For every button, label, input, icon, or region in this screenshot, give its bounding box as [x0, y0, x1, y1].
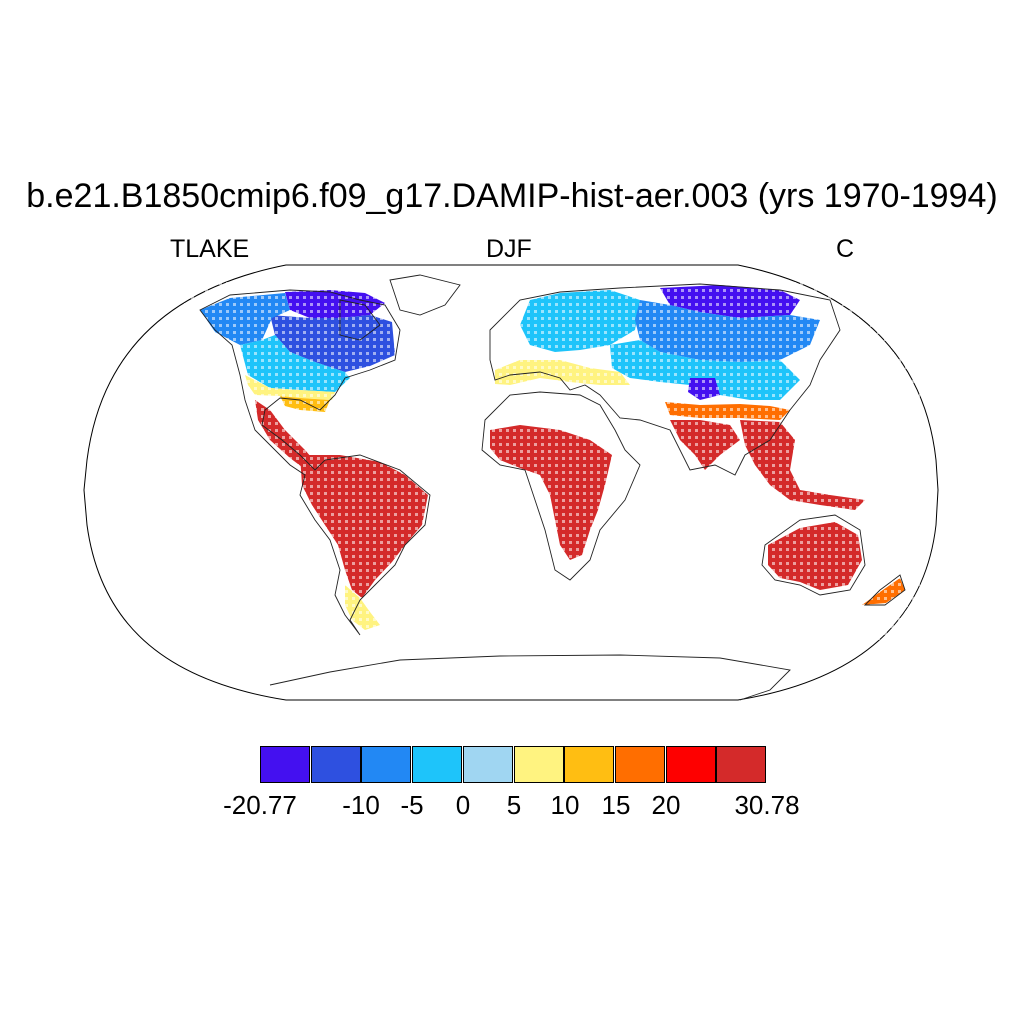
colorbar-label: 5 [506, 790, 522, 820]
colorbar-label: 15 [601, 790, 631, 820]
season-label: DJF [486, 235, 532, 263]
colorbar-box [614, 746, 665, 783]
colorbar-label: 0 [455, 790, 471, 820]
colorbar-label: -20.77 [223, 790, 297, 820]
colorbar-box [462, 746, 513, 783]
coastlines [199, 274, 906, 701]
units-label: C [836, 235, 855, 263]
variable-label: TLAKE [170, 235, 250, 263]
colorbar-label: 20 [651, 790, 681, 820]
colorbar-box [513, 746, 564, 783]
colorbar-box [665, 746, 716, 783]
colorbar-box [260, 746, 310, 783]
plot-title: b.e21.B1850cmip6.f09_g17.DAMIP-hist-aer.… [26, 177, 998, 215]
colorbar-label: 30.78 [734, 790, 800, 820]
colorbar-box [361, 746, 412, 783]
colorbar-label: 10 [550, 790, 580, 820]
cell-gaps [180, 280, 920, 640]
colorbar-box [564, 746, 615, 783]
colorbar-box [310, 746, 361, 783]
colorbar-box [716, 746, 767, 783]
colorbar-label: -10 [342, 790, 380, 820]
colorbar-box [412, 746, 463, 783]
colorbar-label: -5 [400, 790, 424, 820]
data-cells [180, 280, 920, 640]
